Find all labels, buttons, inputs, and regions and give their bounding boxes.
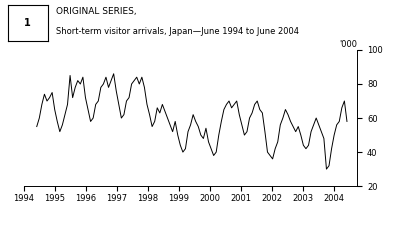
Text: Short-term visitor arrivals, Japan—June 1994 to June 2004: Short-term visitor arrivals, Japan—June …: [56, 27, 299, 36]
Text: ORIGINAL SERIES,: ORIGINAL SERIES,: [56, 7, 136, 16]
Text: 1: 1: [24, 18, 31, 28]
Text: '000: '000: [339, 39, 357, 49]
